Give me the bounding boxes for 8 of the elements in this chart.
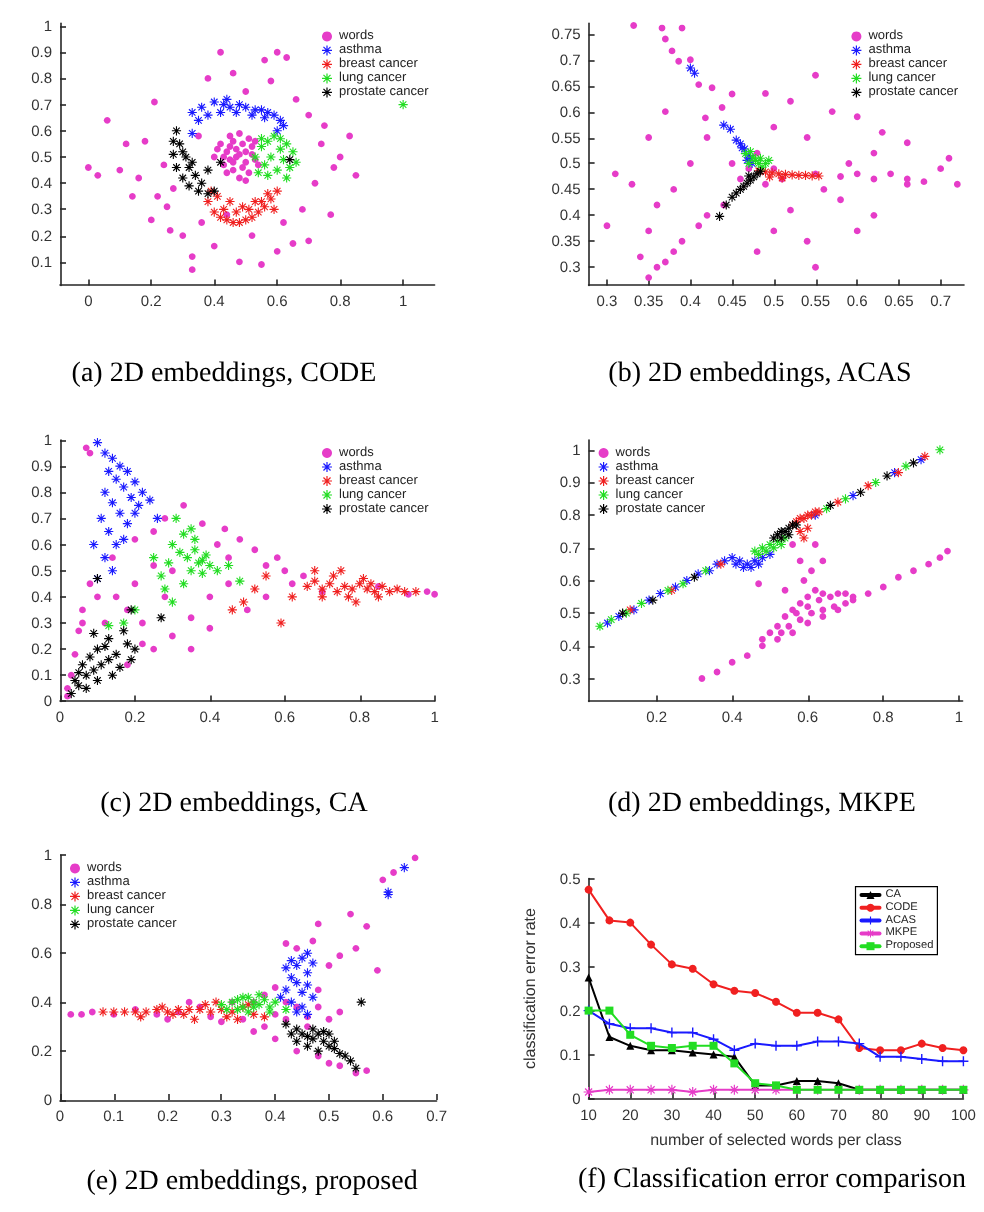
text: (a) 2D embeddings, CODE	[71, 359, 377, 389]
text: (d) 2D embeddings, MKPE	[608, 789, 916, 819]
x-axis-title: number of selected words per class	[650, 1131, 902, 1150]
text: (b) 2D embeddings, ACAS	[608, 359, 912, 389]
text: (f) Classification error comparison	[578, 1165, 966, 1195]
text: (e) 2D embeddings, proposed	[86, 1167, 418, 1197]
y-axis-title: classification error rate	[520, 907, 539, 1070]
text: (c) 2D embeddings, CA	[100, 789, 370, 819]
